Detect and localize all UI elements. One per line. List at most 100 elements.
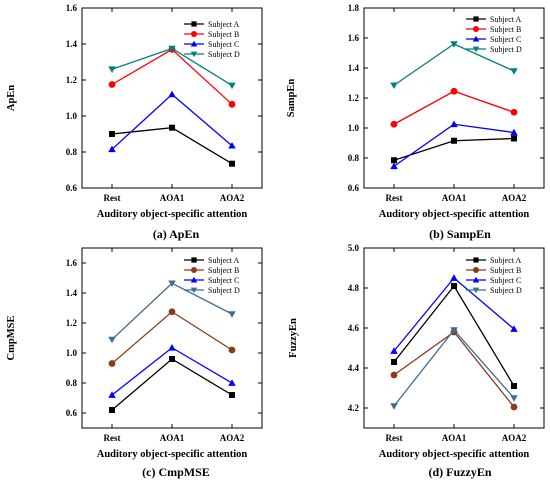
legend-marker — [472, 276, 480, 283]
data-point — [229, 160, 235, 167]
legend-marker — [190, 51, 198, 58]
data-point — [109, 131, 115, 137]
y-tick-label: 4.6 — [348, 323, 360, 333]
legend-label: Subject C — [208, 40, 239, 49]
series-line — [111, 310, 233, 364]
y-axis-label: ApEn — [6, 85, 17, 111]
data-point — [168, 344, 176, 351]
data-point — [108, 145, 116, 153]
legend-marker — [472, 35, 480, 42]
y-tick-label: 1.2 — [66, 318, 78, 328]
legend-marker — [473, 26, 479, 32]
legend-marker — [191, 257, 197, 263]
x-tick-label: AOA1 — [160, 433, 185, 443]
panel-caption: (a) ApEn — [153, 227, 200, 241]
data-point — [390, 371, 398, 379]
legend-marker — [190, 40, 198, 47]
data-point — [391, 157, 397, 164]
data-point — [228, 311, 236, 318]
data-point — [451, 283, 457, 289]
x-tick-label: Rest — [386, 433, 403, 443]
legend-label: Subject B — [490, 25, 521, 34]
legend-marker — [473, 267, 479, 273]
data-point — [169, 124, 175, 131]
data-point — [510, 128, 518, 136]
legend-label: Subject A — [490, 15, 522, 24]
data-point — [451, 137, 457, 144]
y-tick-label: 4.2 — [348, 403, 360, 413]
series-line — [111, 346, 233, 396]
chart-panel: 0.6 0.8 1.0 1.2 1.4 1.6 1.8 Rest AOA1 AOA2 Auditor… — [286, 3, 545, 241]
legend-marker — [191, 267, 197, 273]
x-tick-label: Rest — [104, 433, 121, 443]
y-axis-label: FuzzyEn — [288, 318, 299, 358]
data-point — [168, 90, 176, 98]
x-tick-label: AOA1 — [442, 193, 467, 203]
x-tick-label: AOA2 — [502, 193, 527, 203]
data-point — [510, 68, 518, 75]
data-point — [390, 120, 398, 128]
legend-label: Subject C — [490, 35, 521, 44]
panel-caption: (b) SampEn — [429, 227, 491, 241]
legend-label: Subject D — [490, 286, 522, 295]
data-point — [168, 45, 176, 53]
x-tick-label: Rest — [104, 193, 121, 203]
data-point — [228, 82, 236, 90]
data-point — [108, 391, 116, 398]
y-tick-label: 1.8 — [348, 3, 360, 13]
legend-label: Subject D — [208, 50, 240, 59]
y-tick-label: 1.0 — [66, 111, 78, 121]
data-point — [390, 403, 398, 410]
data-point — [511, 135, 517, 142]
data-point — [450, 274, 458, 281]
legend-label: Subject A — [490, 256, 522, 265]
x-axis-label: Auditory object-specific attention — [379, 449, 530, 460]
data-point — [450, 87, 458, 95]
y-tick-label: 1.0 — [348, 123, 360, 133]
data-point — [229, 392, 235, 398]
y-tick-label: 1.2 — [66, 75, 78, 85]
data-point — [228, 346, 236, 354]
x-tick-label: AOA2 — [220, 433, 245, 443]
data-point — [169, 356, 175, 362]
data-point — [450, 327, 458, 334]
x-tick-label: AOA2 — [220, 193, 245, 203]
legend-label: Subject B — [208, 30, 239, 39]
data-point — [510, 108, 518, 116]
chart-panel: 0.6 0.8 1.0 1.2 1.4 1.6 Rest AOA1 AOA2 Auditory o… — [6, 3, 263, 241]
data-point — [108, 336, 116, 344]
data-point — [511, 383, 517, 389]
y-tick-label: 0.8 — [348, 153, 360, 163]
chart-panel: 0.6 0.8 1.0 1.2 1.4 1.6 Rest AOA1 AOA2 Auditory o… — [6, 247, 263, 479]
data-point — [450, 41, 458, 48]
data-point — [510, 325, 518, 332]
legend-label: Subject B — [208, 266, 239, 275]
data-point — [228, 141, 236, 149]
data-point — [109, 407, 115, 413]
data-point — [108, 360, 116, 367]
legend-marker — [473, 257, 479, 263]
y-tick-label: 1.6 — [348, 33, 360, 43]
series-line — [393, 123, 515, 167]
data-point — [228, 379, 236, 386]
y-axis-label: SampEn — [286, 79, 297, 118]
y-tick-label: 4.8 — [348, 283, 360, 293]
legend-label: Subject D — [208, 286, 240, 295]
y-tick-label: 1.0 — [66, 348, 78, 358]
legend-label: Subject A — [208, 256, 240, 265]
x-tick-label: AOA2 — [502, 433, 527, 443]
panel-caption: (d) FuzzyEn — [429, 465, 492, 479]
data-point — [390, 82, 398, 89]
y-tick-label: 1.2 — [348, 93, 360, 103]
y-axis-label: CmpMSE — [6, 316, 17, 361]
x-axis-label: Auditory object-specific attention — [97, 449, 248, 460]
y-tick-label: 1.4 — [66, 288, 78, 298]
y-tick-label: 0.6 — [66, 408, 78, 418]
panel-caption: (c) CmpMSE — [142, 465, 210, 479]
legend-label: Subject C — [490, 276, 521, 285]
data-point — [390, 347, 398, 354]
